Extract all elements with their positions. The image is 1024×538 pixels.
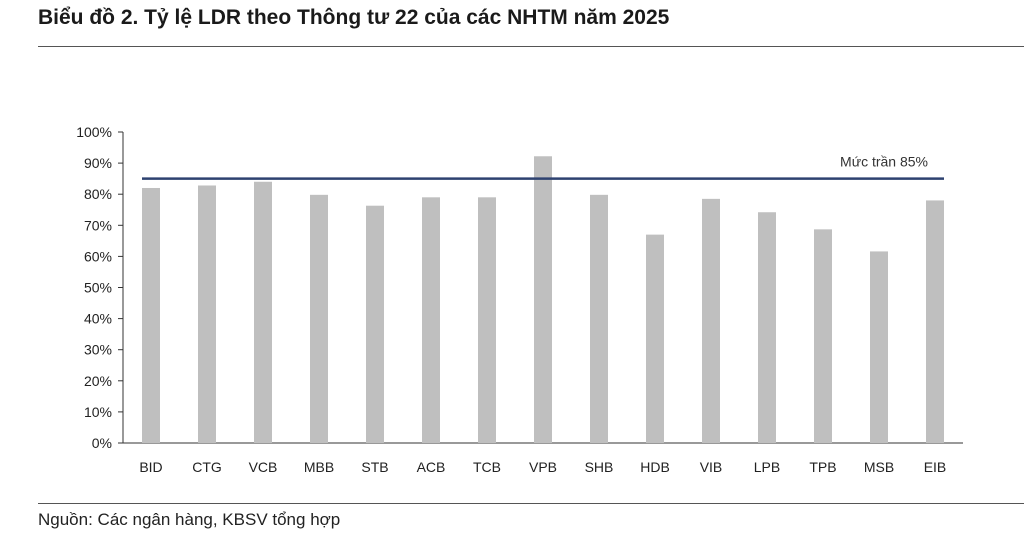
x-tick-label: BID bbox=[139, 459, 162, 475]
y-tick-label: 60% bbox=[84, 248, 112, 264]
bar-tcb bbox=[478, 197, 496, 443]
x-tick-label: TPB bbox=[809, 459, 836, 475]
x-tick-label: CTG bbox=[192, 459, 222, 475]
x-tick-label: MBB bbox=[304, 459, 334, 475]
x-tick-label: MSB bbox=[864, 459, 894, 475]
x-tick-label: VCB bbox=[249, 459, 278, 475]
bar-ctg bbox=[198, 185, 216, 443]
x-tick-label: VPB bbox=[529, 459, 557, 475]
x-tick-label: VIB bbox=[700, 459, 723, 475]
x-tick-label: ACB bbox=[417, 459, 446, 475]
bar-hdb bbox=[646, 234, 664, 443]
bar-vcb bbox=[254, 181, 272, 443]
x-tick-label: SHB bbox=[585, 459, 614, 475]
bottom-divider bbox=[38, 503, 1024, 504]
y-tick-label: 20% bbox=[84, 373, 112, 389]
bar-msb bbox=[870, 251, 888, 443]
y-tick-label: 80% bbox=[84, 186, 112, 202]
x-tick-label: EIB bbox=[924, 459, 947, 475]
bar-vib bbox=[702, 198, 720, 443]
y-tick-label: 50% bbox=[84, 280, 112, 296]
y-tick-label: 70% bbox=[84, 217, 112, 233]
chart-title: Biểu đồ 2. Tỷ lệ LDR theo Thông tư 22 củ… bbox=[38, 6, 670, 29]
bar-stb bbox=[366, 205, 384, 443]
bar-bid bbox=[142, 187, 160, 443]
bar-tpb bbox=[814, 229, 832, 443]
bar-acb bbox=[422, 197, 440, 443]
y-tick-label: 100% bbox=[76, 124, 112, 140]
y-tick-label: 90% bbox=[84, 155, 112, 171]
y-tick-label: 30% bbox=[84, 342, 112, 358]
x-tick-label: LPB bbox=[754, 459, 780, 475]
bar-mbb bbox=[310, 194, 328, 443]
y-tick-label: 10% bbox=[84, 404, 112, 420]
bar-shb bbox=[590, 194, 608, 443]
y-tick-label: 40% bbox=[84, 311, 112, 327]
ceiling-label: Mức trần 85% bbox=[840, 154, 928, 170]
y-tick-label: 0% bbox=[92, 435, 112, 451]
top-divider bbox=[38, 46, 1024, 47]
x-tick-label: HDB bbox=[640, 459, 670, 475]
source-note: Nguồn: Các ngân hàng, KBSV tổng hợp bbox=[38, 510, 341, 529]
bar-vpb bbox=[534, 156, 552, 443]
x-tick-label: STB bbox=[361, 459, 388, 475]
bar-lpb bbox=[758, 212, 776, 443]
ldr-bar-chart: 0% 10% 20% 30% 40% 50% 60% 70% 80% 90% 100% BID CTG V… bbox=[76, 124, 963, 475]
bar-eib bbox=[926, 200, 944, 443]
x-tick-label: TCB bbox=[473, 459, 501, 475]
